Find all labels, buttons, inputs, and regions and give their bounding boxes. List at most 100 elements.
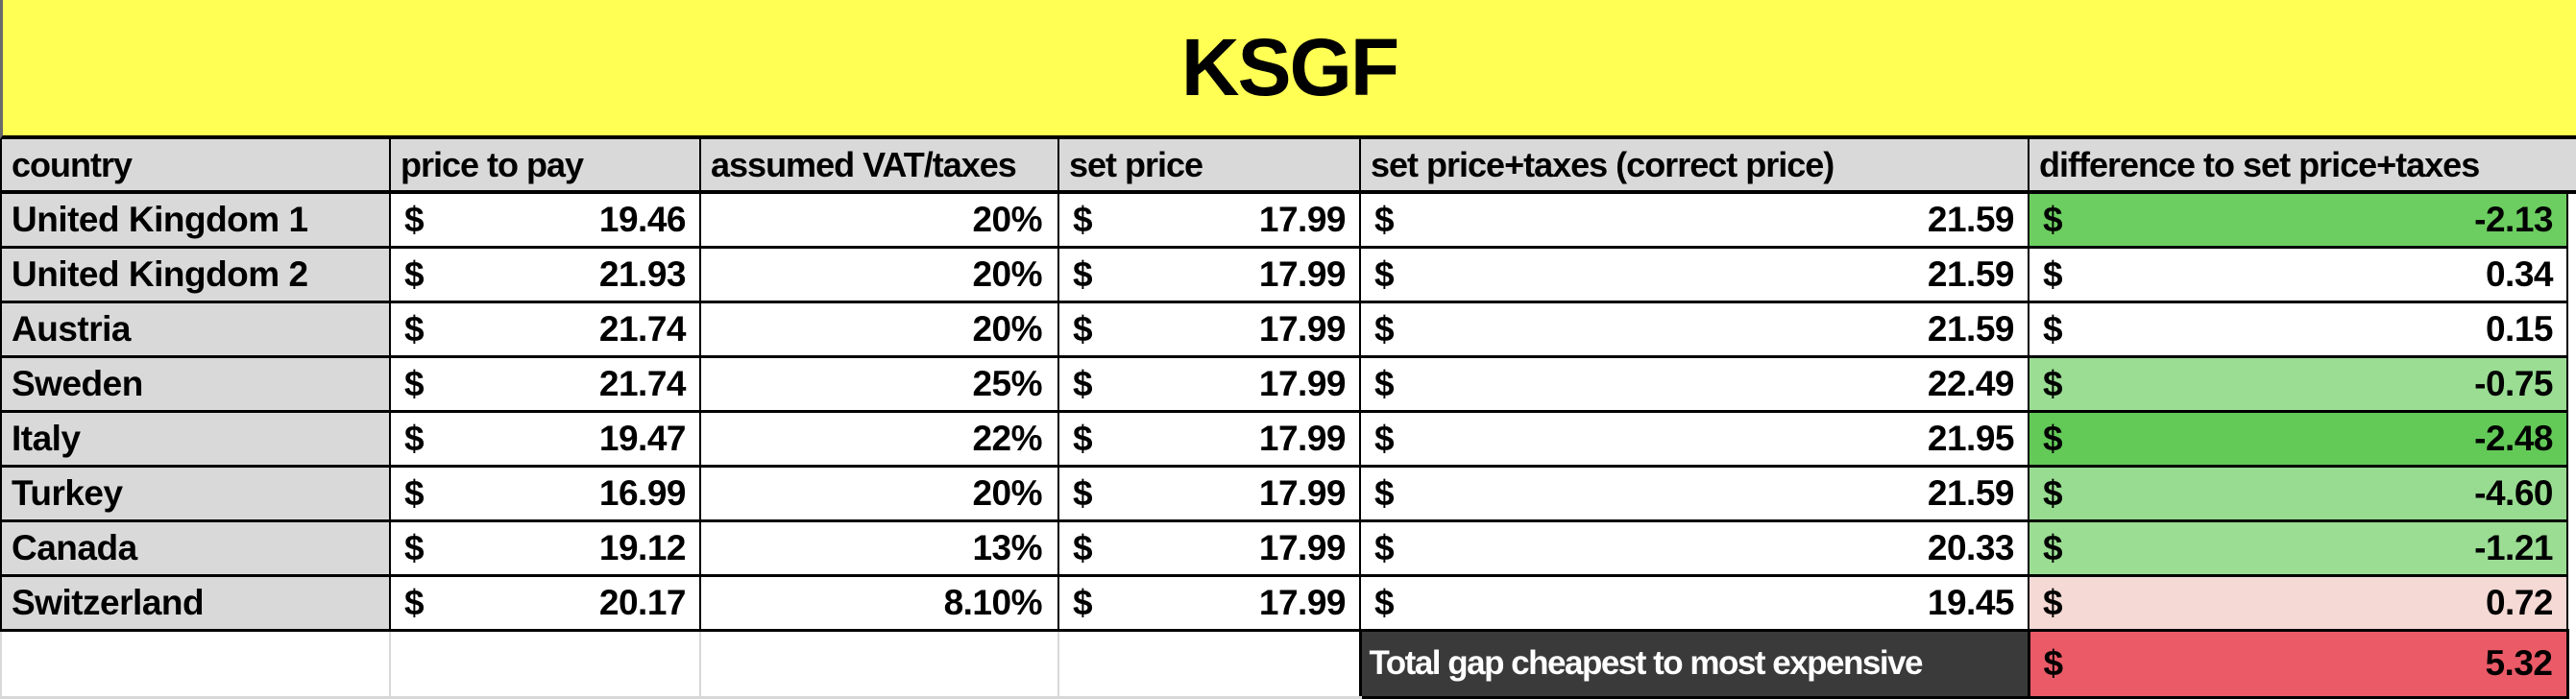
set-price-cell[interactable]: $17.99 (1057, 190, 1361, 249)
col-header-price-to-pay[interactable]: price to pay (389, 139, 701, 194)
set-price-cell[interactable]: $17.99 (1057, 245, 1361, 303)
col-header-set-price-taxes[interactable]: set price+taxes (correct price) (1359, 139, 2029, 194)
vat-cell[interactable]: 20% (699, 300, 1059, 358)
vat-cell[interactable]: 20% (699, 245, 1059, 303)
header-right-margin (2567, 139, 2576, 194)
currency-symbol: $ (1374, 308, 1395, 349)
correct-price-cell[interactable]: $21.59 (1359, 245, 2029, 303)
table-row: United Kingdom 1 $19.46 20% $17.99 $21.5… (0, 190, 2576, 249)
country-cell[interactable]: Turkey (0, 464, 391, 522)
empty-cell[interactable] (1057, 628, 1361, 699)
table-row: Turkey $16.99 20% $17.99 $21.59 $ -4.60 (0, 464, 2576, 522)
empty-cell[interactable] (389, 628, 701, 699)
row-right-margin (2567, 247, 2576, 301)
currency-symbol: $ (1374, 199, 1395, 239)
price-comparison-table: country price to pay assumed VAT/taxes s… (0, 139, 2576, 699)
difference-cell[interactable]: $0.34 (2028, 245, 2568, 303)
table-row: Italy $19.47 22% $17.99 $21.95 $ -2.48 (0, 409, 2576, 468)
set-price-cell[interactable]: $17.99 (1057, 573, 1361, 632)
table-row: Switzerland $20.17 8.10% $17.99 $19.45 $… (0, 573, 2576, 632)
currency-symbol: $ (404, 308, 425, 349)
sheet-title: KSGF (1180, 22, 1399, 112)
country-cell[interactable]: Austria (0, 300, 391, 358)
currency-symbol: $ (1374, 582, 1395, 622)
country-cell[interactable]: Italy (0, 409, 391, 468)
vat-cell[interactable]: 13% (699, 518, 1059, 577)
price-to-pay-cell[interactable]: $21.74 (389, 300, 701, 358)
row-right-margin (2567, 520, 2576, 575)
col-header-country[interactable]: country (0, 139, 391, 194)
table-row: United Kingdom 2 $21.93 20% $17.99 $21.5… (0, 245, 2576, 303)
currency-symbol: $ (404, 253, 425, 294)
total-row: Total gap cheapest to most expensive $ 5… (0, 628, 2576, 699)
currency-symbol: $ (1073, 199, 1093, 239)
currency-symbol: $ (404, 199, 425, 239)
country-cell[interactable]: Canada (0, 518, 391, 577)
col-header-assumed-vat[interactable]: assumed VAT/taxes (699, 139, 1059, 194)
vat-cell[interactable]: 20% (699, 464, 1059, 522)
difference-cell[interactable]: $ -0.75 (2028, 354, 2568, 413)
correct-price-cell[interactable]: $21.59 (1359, 464, 2029, 522)
currency-symbol: $ (1374, 363, 1395, 403)
currency-symbol: $ (1073, 363, 1093, 403)
currency-symbol: $ (1374, 253, 1395, 294)
country-cell[interactable]: United Kingdom 2 (0, 245, 391, 303)
currency-symbol: $ (2043, 199, 2063, 239)
price-to-pay-cell[interactable]: $19.47 (389, 409, 701, 468)
title-band: KSGF (0, 0, 2576, 139)
currency-symbol: $ (1374, 527, 1395, 567)
difference-cell[interactable]: $ -2.48 (2028, 409, 2568, 468)
total-gap-label-cell[interactable]: Total gap cheapest to most expensive (1358, 628, 2030, 699)
vat-cell[interactable]: 8.10% (699, 573, 1059, 632)
price-to-pay-cell[interactable]: $21.74 (389, 354, 701, 413)
currency-symbol: $ (2043, 363, 2063, 403)
total-gap-value-cell[interactable]: $ 5.32 (2027, 628, 2569, 699)
empty-cell[interactable] (699, 628, 1059, 699)
set-price-cell[interactable]: $17.99 (1057, 409, 1361, 468)
currency-symbol: $ (404, 363, 425, 403)
price-to-pay-cell[interactable]: $19.46 (389, 190, 701, 249)
price-to-pay-cell[interactable]: $16.99 (389, 464, 701, 522)
difference-cell[interactable]: $0.15 (2028, 300, 2568, 358)
row-right-margin (2567, 301, 2576, 356)
correct-price-cell[interactable]: $20.33 (1359, 518, 2029, 577)
difference-cell[interactable]: $ -4.60 (2028, 464, 2568, 522)
currency-symbol: $ (404, 472, 425, 513)
currency-symbol: $ (1374, 472, 1395, 513)
header-row: country price to pay assumed VAT/taxes s… (0, 139, 2576, 194)
vat-cell[interactable]: 25% (699, 354, 1059, 413)
set-price-cell[interactable]: $17.99 (1057, 464, 1361, 522)
difference-cell[interactable]: $0.72 (2028, 573, 2568, 632)
col-header-set-price[interactable]: set price (1057, 139, 1361, 194)
currency-symbol: $ (404, 527, 425, 567)
row-right-margin (2567, 466, 2576, 520)
correct-price-cell[interactable]: $21.59 (1359, 300, 2029, 358)
country-cell[interactable]: Switzerland (0, 573, 391, 632)
currency-symbol: $ (2043, 308, 2063, 349)
col-header-difference[interactable]: difference to set price+taxes (2028, 139, 2567, 194)
correct-price-cell[interactable]: $22.49 (1359, 354, 2029, 413)
difference-cell[interactable]: $ -1.21 (2028, 518, 2568, 577)
correct-price-cell[interactable]: $21.95 (1359, 409, 2029, 468)
correct-price-cell[interactable]: $21.59 (1359, 190, 2029, 249)
table-row: Canada $19.12 13% $17.99 $20.33 $ -1.21 (0, 518, 2576, 577)
row-right-margin (2567, 192, 2576, 247)
currency-symbol: $ (404, 418, 425, 458)
vat-cell[interactable]: 22% (699, 409, 1059, 468)
set-price-cell[interactable]: $17.99 (1057, 300, 1361, 358)
difference-cell[interactable]: $ -2.13 (2028, 190, 2568, 249)
currency-symbol: $ (2043, 253, 2063, 294)
price-to-pay-cell[interactable]: $20.17 (389, 573, 701, 632)
country-cell[interactable]: Sweden (0, 354, 391, 413)
set-price-cell[interactable]: $17.99 (1057, 518, 1361, 577)
correct-price-cell[interactable]: $19.45 (1359, 573, 2029, 632)
price-to-pay-cell[interactable]: $21.93 (389, 245, 701, 303)
table-row: Sweden $21.74 25% $17.99 $22.49 $ -0.75 (0, 354, 2576, 413)
price-to-pay-cell[interactable]: $19.12 (389, 518, 701, 577)
country-cell[interactable]: United Kingdom 1 (0, 190, 391, 249)
vat-cell[interactable]: 20% (699, 190, 1059, 249)
empty-cell[interactable] (0, 628, 391, 699)
set-price-cell[interactable]: $17.99 (1057, 354, 1361, 413)
currency-symbol: $ (1073, 582, 1093, 622)
